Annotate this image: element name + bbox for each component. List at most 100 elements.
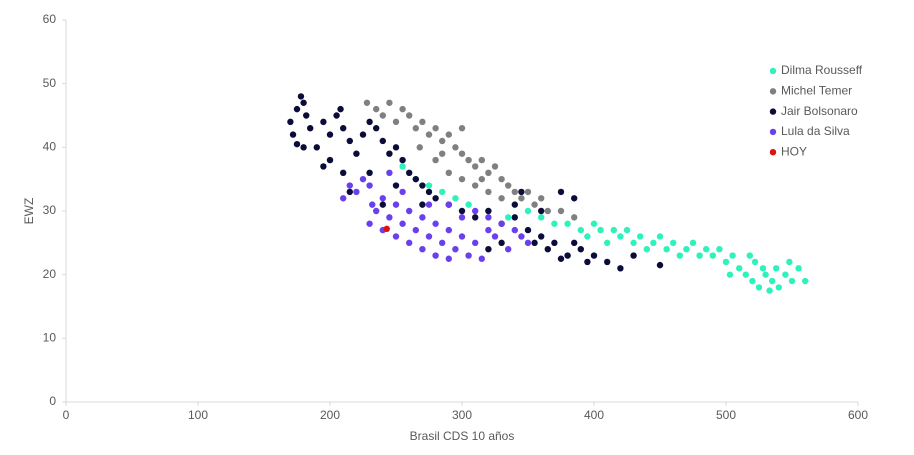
point bbox=[406, 112, 413, 119]
point bbox=[656, 261, 664, 269]
point bbox=[637, 233, 644, 240]
point bbox=[650, 239, 657, 247]
point bbox=[630, 252, 637, 259]
point bbox=[419, 246, 426, 253]
point bbox=[326, 131, 334, 138]
point bbox=[524, 239, 532, 247]
point bbox=[353, 188, 360, 196]
point bbox=[557, 255, 565, 262]
legend-label: Michel Temer bbox=[781, 83, 852, 97]
point bbox=[544, 207, 551, 215]
y-tick-label: 20 bbox=[43, 267, 57, 281]
point bbox=[313, 144, 320, 151]
point bbox=[386, 99, 393, 106]
point bbox=[584, 258, 591, 266]
point bbox=[604, 239, 611, 247]
point bbox=[373, 105, 380, 113]
point bbox=[683, 246, 690, 253]
point bbox=[419, 118, 426, 126]
point bbox=[759, 265, 767, 272]
y-tick-label: 60 bbox=[43, 12, 57, 26]
point bbox=[538, 214, 545, 221]
point bbox=[425, 188, 433, 196]
point bbox=[307, 125, 314, 132]
point bbox=[590, 252, 598, 259]
point bbox=[366, 182, 373, 189]
point bbox=[485, 214, 492, 221]
point bbox=[340, 169, 347, 176]
point bbox=[373, 207, 380, 215]
legend-marker bbox=[769, 128, 777, 136]
point bbox=[439, 188, 446, 196]
point bbox=[802, 277, 809, 285]
point bbox=[676, 252, 683, 259]
point bbox=[392, 233, 400, 240]
point bbox=[564, 252, 571, 259]
point bbox=[445, 255, 452, 262]
point bbox=[709, 252, 716, 259]
point bbox=[538, 233, 545, 240]
point bbox=[386, 150, 393, 157]
point bbox=[604, 258, 611, 266]
point bbox=[452, 144, 459, 151]
legend-marker bbox=[769, 108, 777, 115]
point bbox=[544, 246, 551, 253]
point bbox=[412, 175, 419, 183]
point bbox=[518, 233, 525, 240]
point bbox=[511, 214, 518, 221]
point bbox=[373, 125, 380, 132]
point bbox=[399, 105, 406, 113]
point bbox=[485, 188, 492, 196]
point bbox=[551, 220, 558, 227]
point bbox=[524, 207, 532, 215]
point bbox=[293, 140, 301, 148]
x-axis-title: Brasil CDS 10 años bbox=[410, 429, 515, 443]
x-tick-label: 500 bbox=[716, 408, 736, 422]
point bbox=[511, 188, 518, 196]
point bbox=[445, 226, 452, 234]
point bbox=[458, 125, 466, 132]
point bbox=[656, 233, 664, 240]
point bbox=[406, 207, 413, 215]
point bbox=[458, 207, 466, 215]
point bbox=[399, 156, 406, 164]
point bbox=[769, 277, 776, 285]
point bbox=[369, 201, 376, 208]
point bbox=[729, 252, 736, 259]
point bbox=[623, 226, 631, 234]
point bbox=[485, 226, 492, 234]
point bbox=[630, 239, 637, 247]
point bbox=[538, 195, 545, 202]
point bbox=[399, 188, 406, 196]
y-tick-label: 10 bbox=[43, 331, 57, 345]
point bbox=[392, 201, 400, 208]
point bbox=[386, 169, 393, 176]
point bbox=[379, 195, 386, 202]
point bbox=[726, 271, 734, 278]
point bbox=[412, 226, 419, 234]
point bbox=[518, 195, 525, 202]
point bbox=[531, 239, 538, 247]
point bbox=[333, 112, 340, 119]
point bbox=[359, 175, 367, 183]
legend-label: Jair Bolsonaro bbox=[781, 104, 858, 118]
point bbox=[538, 207, 545, 215]
point bbox=[511, 226, 518, 234]
point bbox=[366, 169, 373, 176]
point bbox=[458, 175, 466, 183]
point bbox=[432, 125, 439, 132]
point bbox=[505, 182, 512, 189]
point bbox=[472, 163, 479, 170]
point bbox=[696, 252, 703, 259]
point bbox=[340, 125, 347, 132]
point bbox=[439, 150, 446, 157]
point bbox=[751, 258, 759, 266]
point bbox=[643, 246, 650, 253]
point bbox=[478, 156, 485, 164]
point bbox=[425, 233, 433, 240]
point bbox=[432, 195, 439, 202]
point bbox=[498, 195, 505, 202]
legend-marker bbox=[769, 149, 777, 156]
point bbox=[366, 118, 373, 126]
point bbox=[337, 105, 344, 113]
